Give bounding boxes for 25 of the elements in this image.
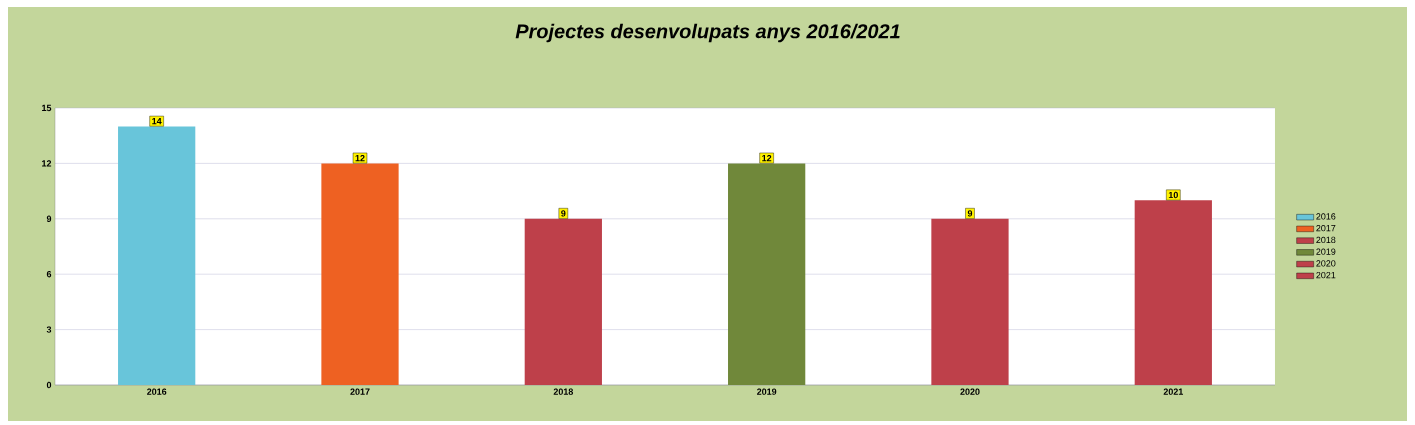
data-label: 10 (1168, 191, 1178, 199)
legend-label: 2018 (1316, 236, 1336, 244)
y-tick-label: 12 (42, 160, 52, 167)
x-tick-label: 2020 (960, 388, 980, 395)
chart-title: Projectes desenvolupats anys 2016/2021 (515, 23, 900, 43)
data-label: 9 (967, 210, 973, 217)
data-label: 9 (561, 210, 566, 217)
legend-label: 2016 (1316, 213, 1336, 220)
legend-label: 2021 (1316, 271, 1336, 279)
x-tick-label: 2016 (147, 388, 167, 395)
legend-label: 2017 (1316, 225, 1336, 232)
x-tick-label: 2021 (1163, 388, 1184, 395)
y-tick-label: 15 (42, 104, 52, 112)
y-tick-label: 9 (46, 215, 52, 222)
legend-label: 2019 (1316, 248, 1336, 255)
x-tick-label: 2017 (350, 388, 370, 395)
y-tick-label: 3 (46, 326, 52, 333)
data-label: 12 (762, 154, 772, 162)
data-label: 12 (355, 154, 365, 162)
y-tick-label: 0 (46, 381, 52, 389)
x-tick-label: 2019 (756, 388, 777, 395)
legend-label: 2020 (1316, 260, 1336, 267)
data-label: 14 (152, 118, 162, 125)
x-tick-label: 2018 (553, 388, 574, 395)
y-tick-label: 6 (46, 271, 52, 278)
